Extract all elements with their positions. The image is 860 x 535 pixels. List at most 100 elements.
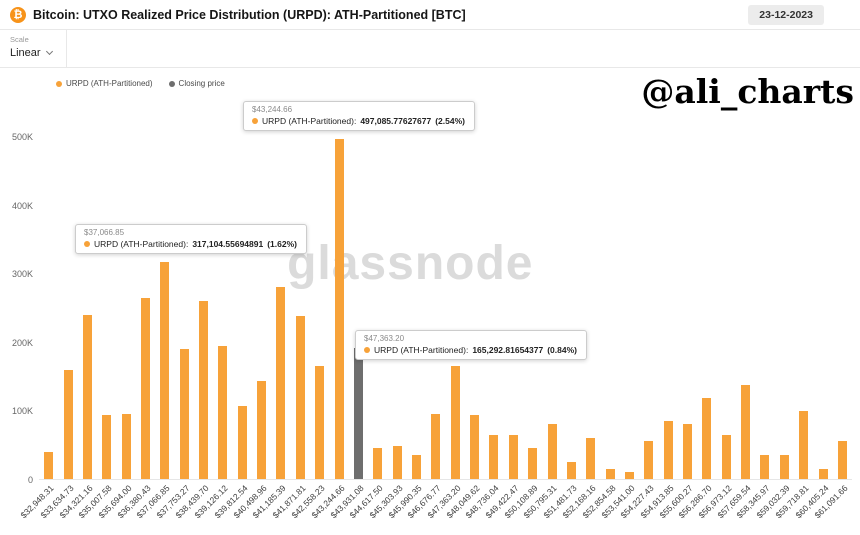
urpd-bar[interactable]	[121, 414, 131, 479]
urpd-bar[interactable]	[683, 424, 693, 479]
bar-column[interactable]: $56,286.70	[677, 137, 716, 520]
plot-area: $32,948.31 $33,634.73 $34,321.16 $35,007.58…	[19, 137, 852, 520]
series-dot-icon	[84, 241, 90, 247]
urpd-bar[interactable]	[741, 385, 751, 479]
urpd-bar[interactable]	[702, 398, 712, 479]
urpd-bar[interactable]	[315, 366, 325, 479]
urpd-bar[interactable]	[373, 448, 383, 479]
urpd-bar[interactable]	[547, 424, 557, 479]
urpd-bar[interactable]	[334, 139, 344, 479]
bar-column[interactable]: $59,032.39	[754, 137, 794, 520]
bar-column[interactable]: $39,812.54	[212, 137, 252, 520]
bar-column[interactable]: $43,244.66	[309, 137, 348, 520]
urpd-bar[interactable]	[489, 434, 499, 479]
urpd-bar[interactable]	[470, 415, 480, 479]
urpd-bar[interactable]	[721, 434, 731, 479]
bar-column[interactable]: $44,617.50	[348, 137, 387, 520]
scale-selector[interactable]: Scale Linear	[0, 30, 67, 67]
bar-column[interactable]: $51,481.73	[541, 137, 581, 520]
bar-column[interactable]: $61,091.66	[812, 137, 852, 520]
bar-column[interactable]: $40,498.96	[232, 137, 271, 520]
legend-item[interactable]: Closing price	[168, 79, 225, 88]
bar-column[interactable]: $60,405.24	[793, 137, 832, 520]
bar-column[interactable]: $38,439.70	[173, 137, 213, 520]
bar-column[interactable]: $46,676.77	[406, 137, 445, 520]
urpd-bar[interactable]	[140, 297, 150, 479]
author-watermark: @ali_charts	[641, 72, 854, 111]
urpd-bar[interactable]	[663, 420, 673, 479]
date-badge[interactable]: 23-12-2023	[748, 4, 824, 25]
bar-column[interactable]: $48,736.04	[464, 137, 503, 520]
legend-dot-icon	[168, 80, 175, 87]
bar-column[interactable]: $48,049.62	[445, 137, 484, 520]
bar-column[interactable]: $34,321.16	[57, 137, 97, 520]
urpd-bar[interactable]	[779, 455, 789, 479]
bar-column[interactable]: $41,871.81	[270, 137, 310, 520]
urpd-bar[interactable]	[508, 435, 518, 479]
bar-column[interactable]: $55,600.27	[657, 137, 697, 520]
bar-column[interactable]: $37,753.27	[154, 137, 194, 520]
urpd-bar[interactable]	[818, 468, 828, 479]
bar-column[interactable]: $35,007.58	[77, 137, 116, 520]
closing-price-bar[interactable]	[353, 347, 363, 479]
legend-item-label: Closing price	[178, 79, 225, 88]
urpd-bar[interactable]	[179, 349, 189, 479]
bar-column[interactable]: $32,948.31	[19, 137, 58, 520]
bar-column[interactable]: $53,541.00	[599, 137, 639, 520]
bar-column[interactable]: $49,422.47	[483, 137, 523, 520]
bar-column[interactable]: $58,345.97	[735, 137, 774, 520]
bar-column[interactable]: $50,108.89	[503, 137, 542, 520]
urpd-bar[interactable]	[624, 472, 634, 479]
urpd-bar[interactable]	[295, 316, 305, 479]
bar-column[interactable]: $54,913.85	[638, 137, 678, 520]
bar-column[interactable]: $39,126.12	[193, 137, 232, 520]
urpd-bar[interactable]	[605, 468, 615, 479]
bar-column[interactable]: $36,380.43	[115, 137, 155, 520]
tooltip: $37,066.85 URPD (ATH-Partitioned): 317,104…	[75, 224, 307, 254]
urpd-bar[interactable]	[644, 441, 654, 479]
tooltip-price: $47,363.20	[364, 334, 405, 343]
urpd-bar[interactable]	[160, 262, 170, 479]
urpd-bar[interactable]	[102, 415, 112, 479]
legend-item[interactable]: URPD (ATH-Partitioned)	[56, 79, 153, 88]
urpd-bar[interactable]	[566, 461, 576, 479]
urpd-bar[interactable]	[760, 455, 770, 479]
bar-column[interactable]: $37,066.85	[135, 137, 174, 520]
toolbar: Scale Linear	[0, 30, 860, 68]
bar-column[interactable]: $43,931.08	[328, 137, 368, 520]
tooltip: $43,244.66 URPD (ATH-Partitioned): 497,085…	[243, 101, 475, 131]
urpd-bar[interactable]	[528, 448, 538, 479]
urpd-bar[interactable]	[237, 405, 247, 479]
urpd-bar[interactable]	[837, 441, 847, 479]
bar-column[interactable]: $45,303.93	[367, 137, 406, 520]
bar-column[interactable]: $45,990.35	[386, 137, 426, 520]
urpd-bar[interactable]	[450, 365, 460, 479]
urpd-bar[interactable]	[257, 381, 267, 479]
urpd-bar[interactable]	[82, 314, 92, 479]
bar-column[interactable]: $59,718.81	[774, 137, 813, 520]
urpd-bar[interactable]	[392, 446, 402, 479]
urpd-bar[interactable]	[431, 414, 441, 479]
bar-column[interactable]: $41,185.39	[251, 137, 290, 520]
bar-column[interactable]: $35,694.00	[96, 137, 135, 520]
urpd-bar[interactable]	[199, 301, 209, 479]
bar-column[interactable]: $33,634.73	[38, 137, 77, 520]
bar-column[interactable]: $56,973.12	[696, 137, 736, 520]
bar-column[interactable]: $52,168.16	[561, 137, 600, 520]
tooltip-percent: (1.62%)	[267, 239, 297, 249]
bar-column[interactable]: $50,795.31	[522, 137, 561, 520]
bar-column[interactable]: $54,227.43	[619, 137, 658, 520]
series-dot-icon	[252, 118, 258, 124]
urpd-bar[interactable]	[218, 345, 228, 479]
bar-column[interactable]: $42,558.23	[290, 137, 329, 520]
bar-column[interactable]: $57,659.54	[716, 137, 755, 520]
chevron-down-icon	[45, 47, 53, 56]
bar-column[interactable]: $52,854.58	[580, 137, 619, 520]
urpd-bar[interactable]	[63, 369, 73, 479]
urpd-bar[interactable]	[412, 455, 421, 479]
urpd-bar[interactable]	[276, 287, 286, 479]
bar-column[interactable]: $47,363.20	[425, 137, 465, 520]
urpd-bar[interactable]	[586, 437, 596, 479]
urpd-bar[interactable]	[44, 451, 54, 479]
urpd-bar[interactable]	[799, 410, 809, 479]
